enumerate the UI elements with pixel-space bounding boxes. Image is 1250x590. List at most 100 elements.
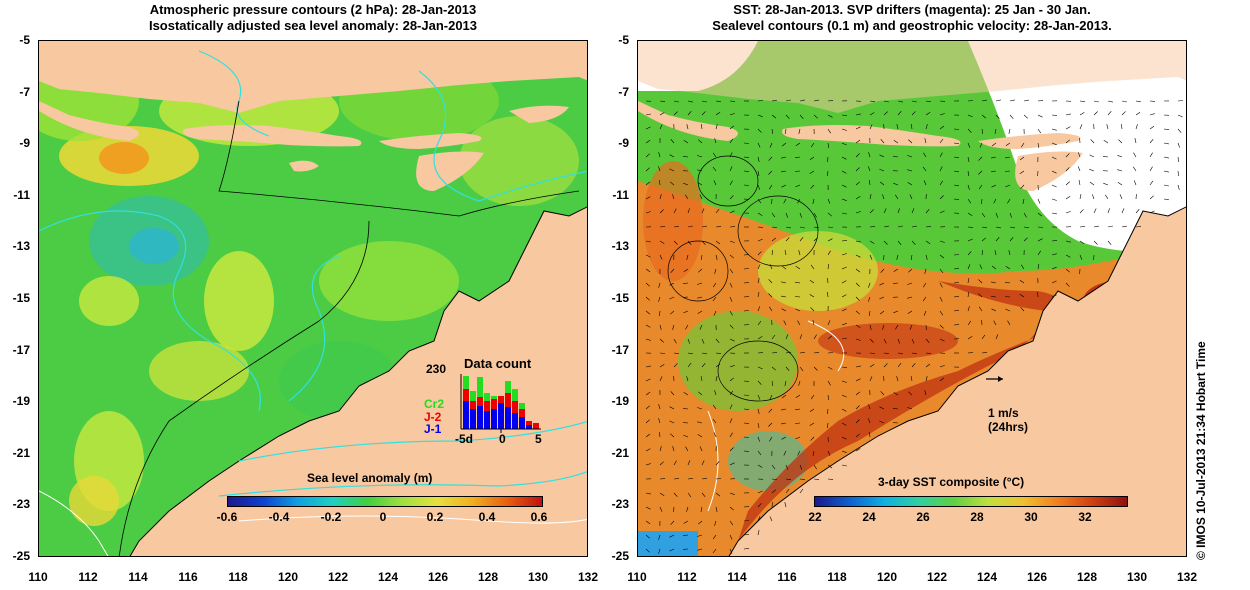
velocity-arrow <box>827 277 829 284</box>
velocity-arrow <box>1163 184 1169 187</box>
velocity-arrow <box>729 166 733 172</box>
velocity-arrow <box>922 296 927 302</box>
velocity-arrow <box>658 152 661 158</box>
velocity-arrow <box>781 295 787 298</box>
velocity-arrow <box>895 324 899 330</box>
velocity-arrow <box>697 169 703 172</box>
velocity-arrow <box>1065 126 1071 130</box>
velocity-arrow <box>645 181 651 186</box>
velocity-arrow <box>1065 211 1071 214</box>
velocity-arrow <box>729 138 734 144</box>
velocity-arrow <box>868 432 871 438</box>
velocity-arrow <box>939 125 945 130</box>
velocity-arrow <box>993 198 997 204</box>
velocity-arrow <box>855 139 861 144</box>
velocity-arrow <box>1107 240 1112 245</box>
velocity-arrow <box>659 226 666 228</box>
velocity-arrow <box>1093 111 1098 116</box>
velocity-arrow <box>713 310 717 316</box>
velocity-arrow <box>981 334 986 340</box>
velocity-arrow <box>701 240 706 245</box>
scale-arrow-label-duration: (24hrs) <box>988 420 1029 434</box>
velocity-arrow <box>1019 279 1025 284</box>
velocity-arrow <box>991 265 997 270</box>
velocity-arrow <box>855 378 861 382</box>
velocity-arrow <box>1133 166 1137 172</box>
velocity-arrow <box>757 292 760 298</box>
velocity-arrow <box>981 99 987 102</box>
velocity-arrow <box>698 139 703 144</box>
velocity-arrow <box>1177 184 1180 190</box>
velocity-arrow <box>813 237 818 242</box>
velocity-arrow <box>701 111 706 116</box>
velocity-arrow <box>785 226 791 229</box>
velocity-arrow <box>783 198 787 204</box>
velocity-arrow <box>882 324 885 330</box>
velocity-arrow <box>995 237 1000 242</box>
velocity-arrow <box>855 419 860 424</box>
velocity-arrow <box>757 142 761 148</box>
sla-map <box>39 41 587 556</box>
velocity-arrow <box>1107 208 1110 214</box>
velocity-arrow <box>645 548 650 553</box>
velocity-arrow <box>670 433 675 438</box>
velocity-arrow <box>810 264 815 270</box>
velocity-arrow <box>1065 240 1071 243</box>
right-xtick-7: 122 <box>926 570 948 584</box>
velocity-arrow <box>1121 123 1123 130</box>
velocity-arrow <box>715 492 721 497</box>
velocity-arrow <box>682 534 689 536</box>
velocity-arrow <box>757 380 762 385</box>
velocity-arrow <box>1163 156 1169 159</box>
velocity-arrow <box>799 99 805 102</box>
right-ytick-11: -25 <box>611 549 629 563</box>
velocity-arrow <box>768 422 773 427</box>
velocity-arrow <box>673 111 678 116</box>
velocity-arrow <box>1093 225 1099 228</box>
velocity-arrow <box>923 310 927 316</box>
velocity-arrow <box>911 363 916 368</box>
velocity-arrow <box>809 170 815 174</box>
velocity-arrow <box>729 548 733 554</box>
velocity-arrow <box>785 114 790 119</box>
velocity-arrow <box>687 111 692 116</box>
velocity-arrow <box>813 212 817 218</box>
velocity-arrow <box>700 254 703 260</box>
velocity-arrow <box>768 408 773 413</box>
right-ytick-4: -11 <box>612 188 629 202</box>
velocity-arrow <box>810 142 815 148</box>
velocity-arrow <box>714 390 717 396</box>
velocity-arrow <box>757 212 763 216</box>
velocity-arrow <box>895 194 899 200</box>
velocity-arrow <box>991 184 997 188</box>
velocity-arrow <box>841 240 847 242</box>
velocity-arrow <box>729 254 735 259</box>
velocity-arrow <box>697 421 703 424</box>
velocity-arrow <box>1020 307 1025 312</box>
velocity-arrow <box>812 450 815 456</box>
velocity-arrow <box>869 376 873 382</box>
velocity-arrow <box>673 506 675 513</box>
velocity-arrow <box>841 308 847 312</box>
velocity-arrow <box>799 237 804 242</box>
left-xtick-4: 116 <box>178 570 198 584</box>
velocity-arrow <box>1079 226 1086 228</box>
right-xtick-5: 118 <box>827 570 847 584</box>
velocity-arrow <box>1093 240 1098 245</box>
velocity-arrow <box>925 352 932 354</box>
velocity-arrow <box>978 279 983 284</box>
velocity-arrow <box>697 434 703 438</box>
velocity-arrow <box>785 478 792 480</box>
velocity-arrow <box>1177 170 1179 177</box>
velocity-arrow <box>697 282 703 285</box>
velocity-arrow <box>1051 156 1057 160</box>
velocity-arrow <box>785 212 789 218</box>
right-xtick-10: 128 <box>1076 570 1098 584</box>
velocity-arrow <box>784 502 787 508</box>
velocity-arrow <box>1023 212 1027 218</box>
velocity-arrow <box>1149 166 1153 172</box>
left-ytick-11: -25 <box>12 549 30 563</box>
velocity-arrow <box>809 156 815 161</box>
velocity-arrow <box>827 352 834 354</box>
velocity-arrow <box>769 264 773 270</box>
